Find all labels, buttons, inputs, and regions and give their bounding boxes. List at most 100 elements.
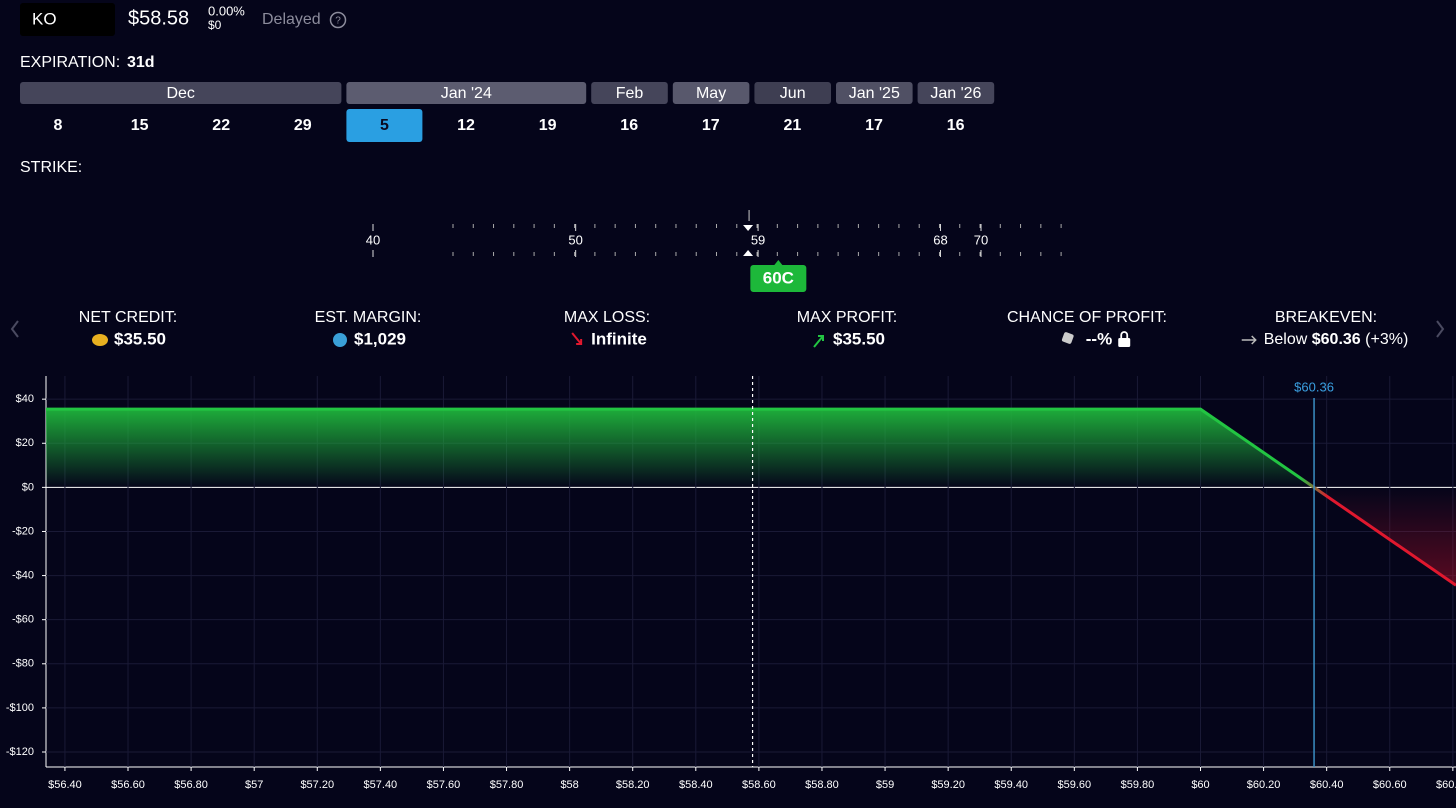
y-tick-label: -$40 <box>12 569 34 581</box>
lock-icon <box>1120 331 1129 338</box>
x-tick-label: $60.40 <box>1310 779 1344 791</box>
selected-day[interactable] <box>346 109 423 142</box>
month-tab[interactable] <box>917 82 995 104</box>
day-label[interactable]: 21 <box>784 117 802 134</box>
pl-line <box>46 407 1456 587</box>
strike-badge-label: 60C <box>763 268 794 287</box>
change-abs: $0 <box>208 18 222 32</box>
prev-arrow[interactable] <box>10 320 19 338</box>
day-label[interactable]: 19 <box>539 117 557 134</box>
x-tick-label: $57.80 <box>490 779 524 791</box>
month-label: Jan '25 <box>849 85 900 102</box>
month-label: Jan '24 <box>441 85 492 102</box>
y-tick-label: $0 <box>22 481 34 493</box>
x-tick-label: $59.40 <box>994 779 1028 791</box>
month-tab[interactable] <box>672 82 750 104</box>
y-tick-label: $40 <box>16 393 34 405</box>
stat-label: CHANCE OF PROFIT: <box>1007 309 1167 326</box>
dice-icon <box>1061 332 1074 344</box>
price: $58.58 <box>128 7 189 29</box>
stat-label: BREAKEVEN: <box>1275 309 1377 326</box>
profit-area <box>46 409 1315 488</box>
stat-value: Infinite <box>591 329 647 348</box>
x-tick-label: $58.40 <box>679 779 713 791</box>
month-label: Dec <box>166 85 194 102</box>
x-tick-label: $58.20 <box>616 779 650 791</box>
x-tick-label: $60.80 <box>1436 779 1456 791</box>
stat-value: $1,029 <box>354 329 406 348</box>
stat-label: MAX LOSS: <box>564 309 650 326</box>
ruler-label: 40 <box>366 232 380 247</box>
month-tab[interactable] <box>836 82 913 104</box>
day-label[interactable]: 17 <box>702 117 720 134</box>
help-icon[interactable] <box>329 11 347 29</box>
arrow-icon <box>1241 335 1257 345</box>
x-tick-label: $56.60 <box>111 779 145 791</box>
ticker: KO <box>32 9 57 28</box>
x-tick-label: $59.80 <box>1121 779 1155 791</box>
day-label[interactable]: 17 <box>865 117 883 134</box>
x-tick-label: $60.20 <box>1247 779 1281 791</box>
month-label: Jun <box>780 85 806 102</box>
day-label[interactable]: 22 <box>212 117 230 134</box>
strike-label: STRIKE: <box>20 159 82 176</box>
stat-value: $35.50 <box>114 329 166 348</box>
y-tick-label: -$80 <box>12 658 34 670</box>
month-tab[interactable] <box>346 82 587 104</box>
y-tick-label: -$20 <box>12 525 34 537</box>
day-label[interactable]: 16 <box>947 117 965 134</box>
coin-icon <box>92 334 108 346</box>
x-tick-label: $58 <box>560 779 578 791</box>
status: Delayed <box>262 11 321 28</box>
x-tick-label: $59.60 <box>1057 779 1091 791</box>
y-tick-label: -$60 <box>12 614 34 626</box>
day-label[interactable]: 5 <box>380 117 389 134</box>
month-label: Jan '26 <box>930 85 981 102</box>
help-icon-glyph: ? <box>335 16 341 27</box>
y-tick-label: -$120 <box>6 746 34 758</box>
lock-icon <box>1118 338 1131 347</box>
x-tick-label: $57.20 <box>300 779 334 791</box>
x-tick-label: $60 <box>1191 779 1209 791</box>
day-label[interactable]: 15 <box>131 117 149 134</box>
ticker-box[interactable] <box>20 3 115 36</box>
stat-part: (+3%) <box>1365 331 1408 348</box>
x-tick-label: $59.20 <box>931 779 965 791</box>
x-tick-label: $56.40 <box>48 779 82 791</box>
day-label[interactable]: 8 <box>54 117 63 134</box>
strike-badge[interactable] <box>750 260 807 292</box>
stat-label: NET CREDIT: <box>79 309 177 326</box>
month-tab[interactable] <box>591 82 668 104</box>
day-label[interactable]: 29 <box>294 117 312 134</box>
x-tick-label: $57.40 <box>364 779 398 791</box>
next-arrow[interactable] <box>1436 320 1445 338</box>
day-label[interactable]: 12 <box>457 117 475 134</box>
month-label: Feb <box>616 85 644 102</box>
pie-icon <box>333 333 347 347</box>
breakeven-label: $60.36 <box>1294 379 1334 394</box>
ruler-label: 59 <box>751 232 765 247</box>
change-pct: 0.00% <box>208 3 245 18</box>
ruler-label: 50 <box>568 232 582 247</box>
x-tick-label: $60.60 <box>1373 779 1407 791</box>
x-tick-label: $58.80 <box>805 779 839 791</box>
day-label[interactable]: 16 <box>620 117 638 134</box>
month-tab[interactable] <box>754 82 831 104</box>
x-tick-label: $59 <box>876 779 894 791</box>
x-tick-label: $57 <box>245 779 263 791</box>
stat-label: MAX PROFIT: <box>797 309 897 326</box>
ruler-label: 70 <box>974 232 988 247</box>
expiration-label: EXPIRATION: <box>20 54 120 71</box>
month-tab[interactable] <box>20 82 342 104</box>
x-tick-label: $56.80 <box>174 779 208 791</box>
stat-value: --% <box>1086 329 1112 348</box>
y-tick-label: -$100 <box>6 702 34 714</box>
up-arrow-icon <box>813 335 824 348</box>
x-tick-label: $57.60 <box>427 779 461 791</box>
month-label: May <box>696 85 726 102</box>
y-tick-label: $20 <box>16 437 34 449</box>
stat-part: Below <box>1264 331 1308 348</box>
ruler-label: 68 <box>933 232 947 247</box>
